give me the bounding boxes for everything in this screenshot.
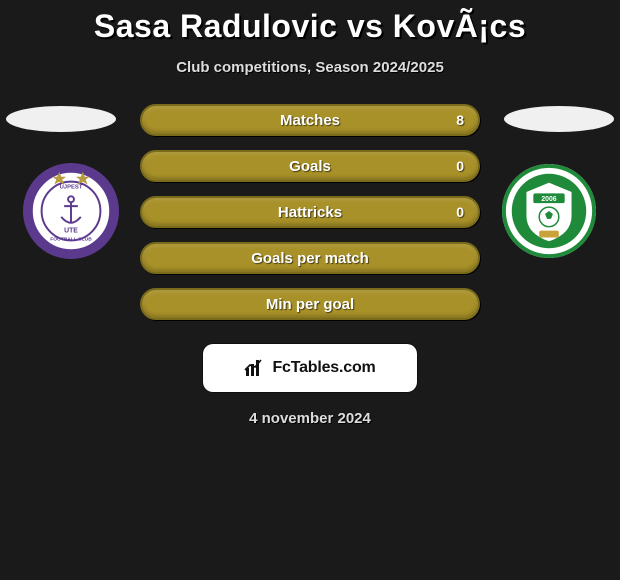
- bar-chart-icon: [244, 358, 266, 378]
- stat-label: Min per goal: [266, 296, 354, 313]
- comparison-stage: UJPEST FOOTBALL CLUB UTE 2006 Matches 8 …: [0, 104, 620, 344]
- svg-text:2006: 2006: [541, 196, 556, 203]
- stat-bar-goals: Goals 0: [140, 150, 480, 182]
- stat-bar-matches: Matches 8: [140, 104, 480, 136]
- stat-bars: Matches 8 Goals 0 Hattricks 0 Goals per …: [140, 104, 480, 334]
- player-oval-right: [504, 106, 614, 132]
- subtitle: Club competitions, Season 2024/2025: [0, 59, 620, 76]
- date-text: 4 november 2024: [0, 410, 620, 427]
- stat-value: 8: [456, 112, 464, 128]
- page-title: Sasa Radulovic vs KovÃ¡cs: [0, 0, 620, 45]
- brand-box[interactable]: FcTables.com: [203, 344, 417, 392]
- brand-text: FcTables.com: [272, 359, 375, 377]
- stat-bar-hattricks: Hattricks 0: [140, 196, 480, 228]
- svg-text:UJPEST: UJPEST: [60, 184, 83, 190]
- stat-bar-goals-per-match: Goals per match: [140, 242, 480, 274]
- club-badge-left: UJPEST FOOTBALL CLUB UTE: [22, 162, 120, 260]
- svg-text:FOOTBALL CLUB: FOOTBALL CLUB: [50, 236, 92, 242]
- club-badge-right: 2006: [500, 162, 598, 260]
- svg-text:UTE: UTE: [64, 228, 78, 235]
- stat-value: 0: [456, 158, 464, 174]
- player-oval-left: [6, 106, 116, 132]
- stat-label: Matches: [280, 112, 340, 129]
- stat-value: 0: [456, 204, 464, 220]
- stat-label: Hattricks: [278, 204, 342, 221]
- stat-bar-min-per-goal: Min per goal: [140, 288, 480, 320]
- stat-label: Goals per match: [251, 250, 369, 267]
- stat-label: Goals: [289, 158, 331, 175]
